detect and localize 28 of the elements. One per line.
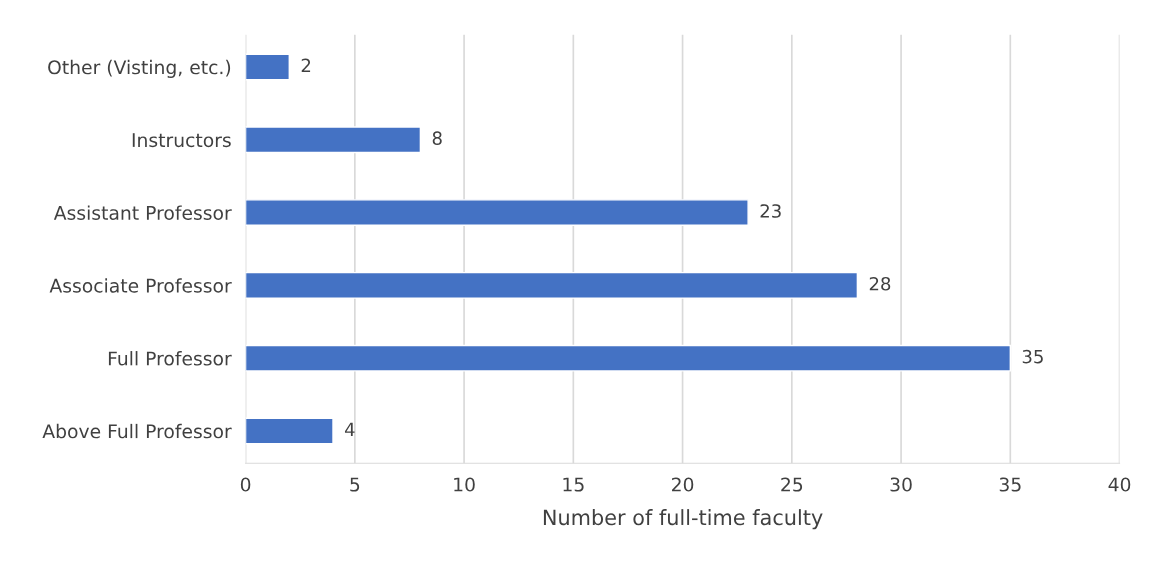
y-tick-label: Instructors xyxy=(132,133,231,148)
x-tick-label: 35 xyxy=(999,477,1021,492)
bar xyxy=(245,417,334,445)
data-label: 23 xyxy=(760,204,781,218)
x-axis-title: Number of full-time faculty xyxy=(543,509,823,530)
y-tick-label: Full Professor xyxy=(108,351,232,366)
x-tick-label: 20 xyxy=(672,477,694,492)
x-tick-label: 0 xyxy=(240,477,251,492)
x-tick-label: 10 xyxy=(454,477,475,492)
x-tick-label: 15 xyxy=(563,477,584,492)
data-label: 8 xyxy=(432,131,442,145)
y-tick-label: Assistant Professor xyxy=(53,205,232,220)
x-tick-label: 5 xyxy=(350,477,360,492)
data-label: 28 xyxy=(869,276,891,291)
data-label: 2 xyxy=(301,58,311,72)
y-tick-label: Associate Professor xyxy=(49,278,232,293)
bar xyxy=(245,199,749,227)
data-label: 35 xyxy=(1022,349,1043,364)
bar xyxy=(245,344,1012,372)
x-tick-label: 25 xyxy=(781,477,803,492)
bar xyxy=(245,53,290,81)
data-label: 4 xyxy=(344,422,355,436)
bar xyxy=(245,271,859,299)
y-tick-label: Above Full Professor xyxy=(42,423,232,439)
y-tick-label: Other (Visting, etc.) xyxy=(48,59,231,78)
x-tick-label: 30 xyxy=(890,477,912,492)
bar xyxy=(245,126,422,154)
x-tick-label: 40 xyxy=(1108,477,1131,492)
